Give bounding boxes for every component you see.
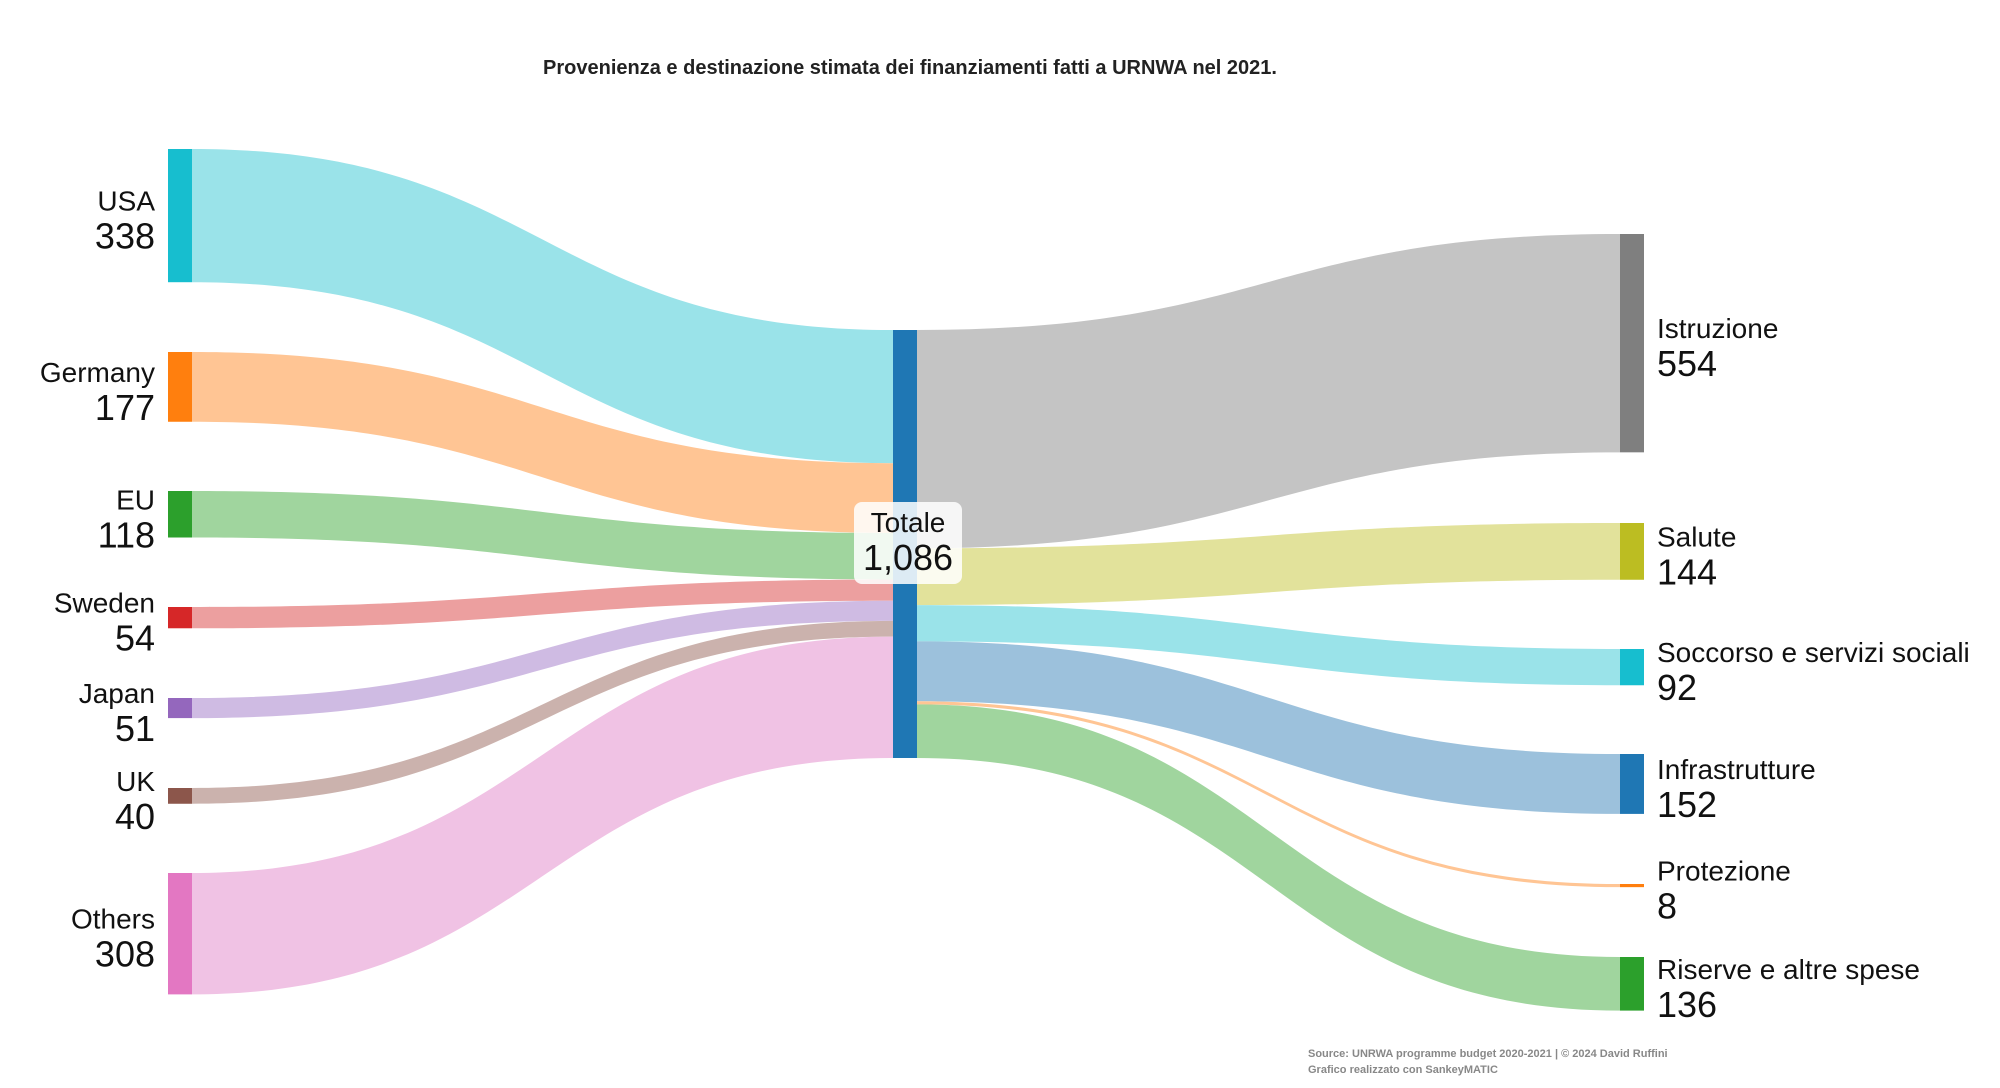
- source-uk-label: UK: [116, 766, 155, 797]
- source-eu-node: [168, 491, 192, 538]
- source-japan-node: [168, 698, 192, 719]
- source-eu-value: 118: [98, 514, 155, 555]
- dest-soccorso-e-servizi-sociali-node: [1620, 649, 1644, 686]
- dest-infrastrutture-flow: [917, 641, 1620, 814]
- source-eu-flow: [192, 491, 893, 580]
- dest-protezione-value: 8: [1657, 886, 1677, 927]
- dest-istruzione-flow: [917, 234, 1620, 549]
- dest-riserve-e-altre-spese-value: 136: [1657, 984, 1717, 1025]
- source-uk-value: 40: [115, 796, 155, 837]
- dest-protezione-label: Protezione: [1657, 856, 1791, 887]
- source-germany-node: [168, 352, 192, 422]
- dest-soccorso-e-servizi-sociali-label: Soccorso e servizi sociali: [1657, 637, 1970, 668]
- source-germany-flow: [192, 352, 893, 533]
- dest-istruzione-node: [1620, 234, 1644, 453]
- credit-source: Source: UNRWA programme budget 2020-2021…: [1308, 1048, 1668, 1060]
- source-others-value: 308: [95, 934, 155, 975]
- flows-layer: [192, 149, 1620, 1011]
- center-label: Totale: [871, 507, 946, 538]
- dest-salute-value: 144: [1657, 551, 1717, 592]
- source-usa-label: USA: [97, 186, 155, 217]
- dest-salute-flow: [917, 523, 1620, 606]
- source-usa-value: 338: [95, 216, 155, 257]
- source-others-flow: [192, 636, 893, 995]
- source-sweden-value: 54: [115, 618, 155, 659]
- dest-istruzione-label: Istruzione: [1657, 313, 1778, 344]
- source-japan-flow: [192, 600, 893, 719]
- dest-protezione-node: [1620, 884, 1644, 888]
- credits: Source: UNRWA programme budget 2020-2021…: [1308, 1048, 1668, 1076]
- source-others-node: [168, 873, 192, 995]
- source-eu-label: EU: [116, 484, 155, 515]
- dest-infrastrutture-value: 152: [1657, 784, 1717, 825]
- source-usa-flow: [192, 149, 893, 464]
- credit-tool: Grafico realizzato con SankeyMATIC: [1308, 1064, 1498, 1076]
- dest-infrastrutture-node: [1620, 754, 1644, 814]
- source-sweden-node: [168, 607, 192, 629]
- dest-salute-label: Salute: [1657, 521, 1736, 552]
- source-usa-node: [168, 149, 192, 283]
- dest-istruzione-value: 554: [1657, 343, 1717, 384]
- center-label-backdrop: [854, 502, 962, 584]
- source-japan-label: Japan: [79, 678, 155, 709]
- center-value: 1,086: [863, 537, 953, 578]
- dest-riserve-e-altre-spese-label: Riserve e altre spese: [1657, 954, 1920, 985]
- source-sweden-flow: [192, 579, 893, 629]
- dest-infrastrutture-label: Infrastrutture: [1657, 754, 1816, 785]
- dest-riserve-e-altre-spese-node: [1620, 957, 1644, 1011]
- dest-salute-node: [1620, 523, 1644, 580]
- source-uk-flow: [192, 620, 893, 804]
- source-others-label: Others: [71, 904, 155, 935]
- source-japan-value: 51: [115, 708, 155, 749]
- source-germany-label: Germany: [40, 357, 155, 388]
- nodes-layer: [168, 149, 1644, 1011]
- source-germany-value: 177: [95, 387, 155, 428]
- source-sweden-label: Sweden: [54, 588, 155, 619]
- dest-riserve-e-altre-spese-flow: [917, 704, 1620, 1011]
- chart-title: Provenienza e destinazione stimata dei f…: [543, 57, 1277, 79]
- dest-soccorso-e-servizi-sociali-value: 92: [1657, 667, 1697, 708]
- dest-soccorso-e-servizi-sociali-flow: [917, 605, 1620, 686]
- source-uk-node: [168, 788, 192, 804]
- dest-protezione-flow: [917, 701, 1620, 888]
